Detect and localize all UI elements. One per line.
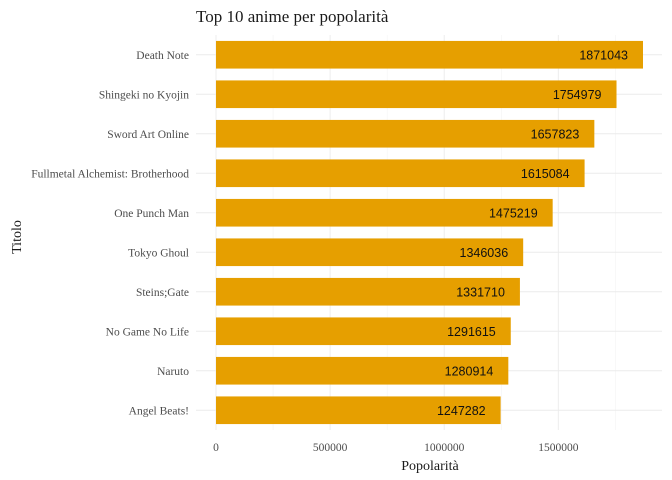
data-label: 1754979: [553, 88, 602, 102]
data-label: 1871043: [579, 48, 628, 62]
y-axis-title: Titolo: [10, 220, 25, 254]
data-label: 1247282: [437, 404, 486, 418]
bar: [216, 159, 585, 188]
y-tick-label: Death Note: [136, 50, 189, 62]
data-label: 1291615: [447, 325, 496, 339]
bars: [216, 40, 643, 425]
y-tick-label: Tokyo Ghoul: [128, 247, 189, 259]
bar: [216, 317, 511, 346]
y-tick-label: No Game No Life: [106, 326, 189, 338]
y-tick-label: Fullmetal Alchemist: Brotherhood: [31, 168, 189, 180]
data-labels: 1871043 1754979 1657823 1615084 1475219 13460…: [437, 48, 628, 418]
x-tick-label: 500000: [313, 442, 348, 454]
chart-title: Top 10 anime per popolarità: [196, 7, 389, 26]
y-tick-label: Steins;Gate: [136, 287, 189, 299]
data-label: 1280914: [445, 364, 494, 378]
y-tick-label: Shingeki no Kyojin: [99, 89, 189, 101]
y-axis-tick-labels: Death Note Shingeki no Kyojin Sword Art On…: [31, 50, 189, 418]
bar: [216, 238, 524, 267]
bar: [216, 356, 509, 385]
x-tick-label: 0: [213, 442, 219, 454]
x-tick-label: 1000000: [424, 442, 465, 454]
y-tick-label: Sword Art Online: [107, 129, 189, 141]
x-axis-tick-labels: 0 500000 1000000 1500000: [213, 442, 579, 454]
bar: [216, 277, 520, 306]
y-tick-label: One Punch Man: [114, 208, 189, 220]
x-axis-title: Popolarità: [401, 459, 459, 474]
data-label: 1657823: [531, 127, 580, 141]
y-tick-label: Angel Beats!: [129, 405, 189, 417]
data-label: 1331710: [456, 285, 505, 299]
data-label: 1346036: [460, 246, 509, 260]
data-label: 1475219: [489, 206, 538, 220]
bar: [216, 198, 553, 227]
y-tick-label: Naruto: [157, 366, 189, 378]
bar: [216, 80, 617, 109]
data-label: 1615084: [521, 167, 570, 181]
bar: [216, 396, 501, 425]
bar: [216, 119, 595, 148]
x-tick-label: 1500000: [538, 442, 579, 454]
bar: [216, 40, 643, 69]
